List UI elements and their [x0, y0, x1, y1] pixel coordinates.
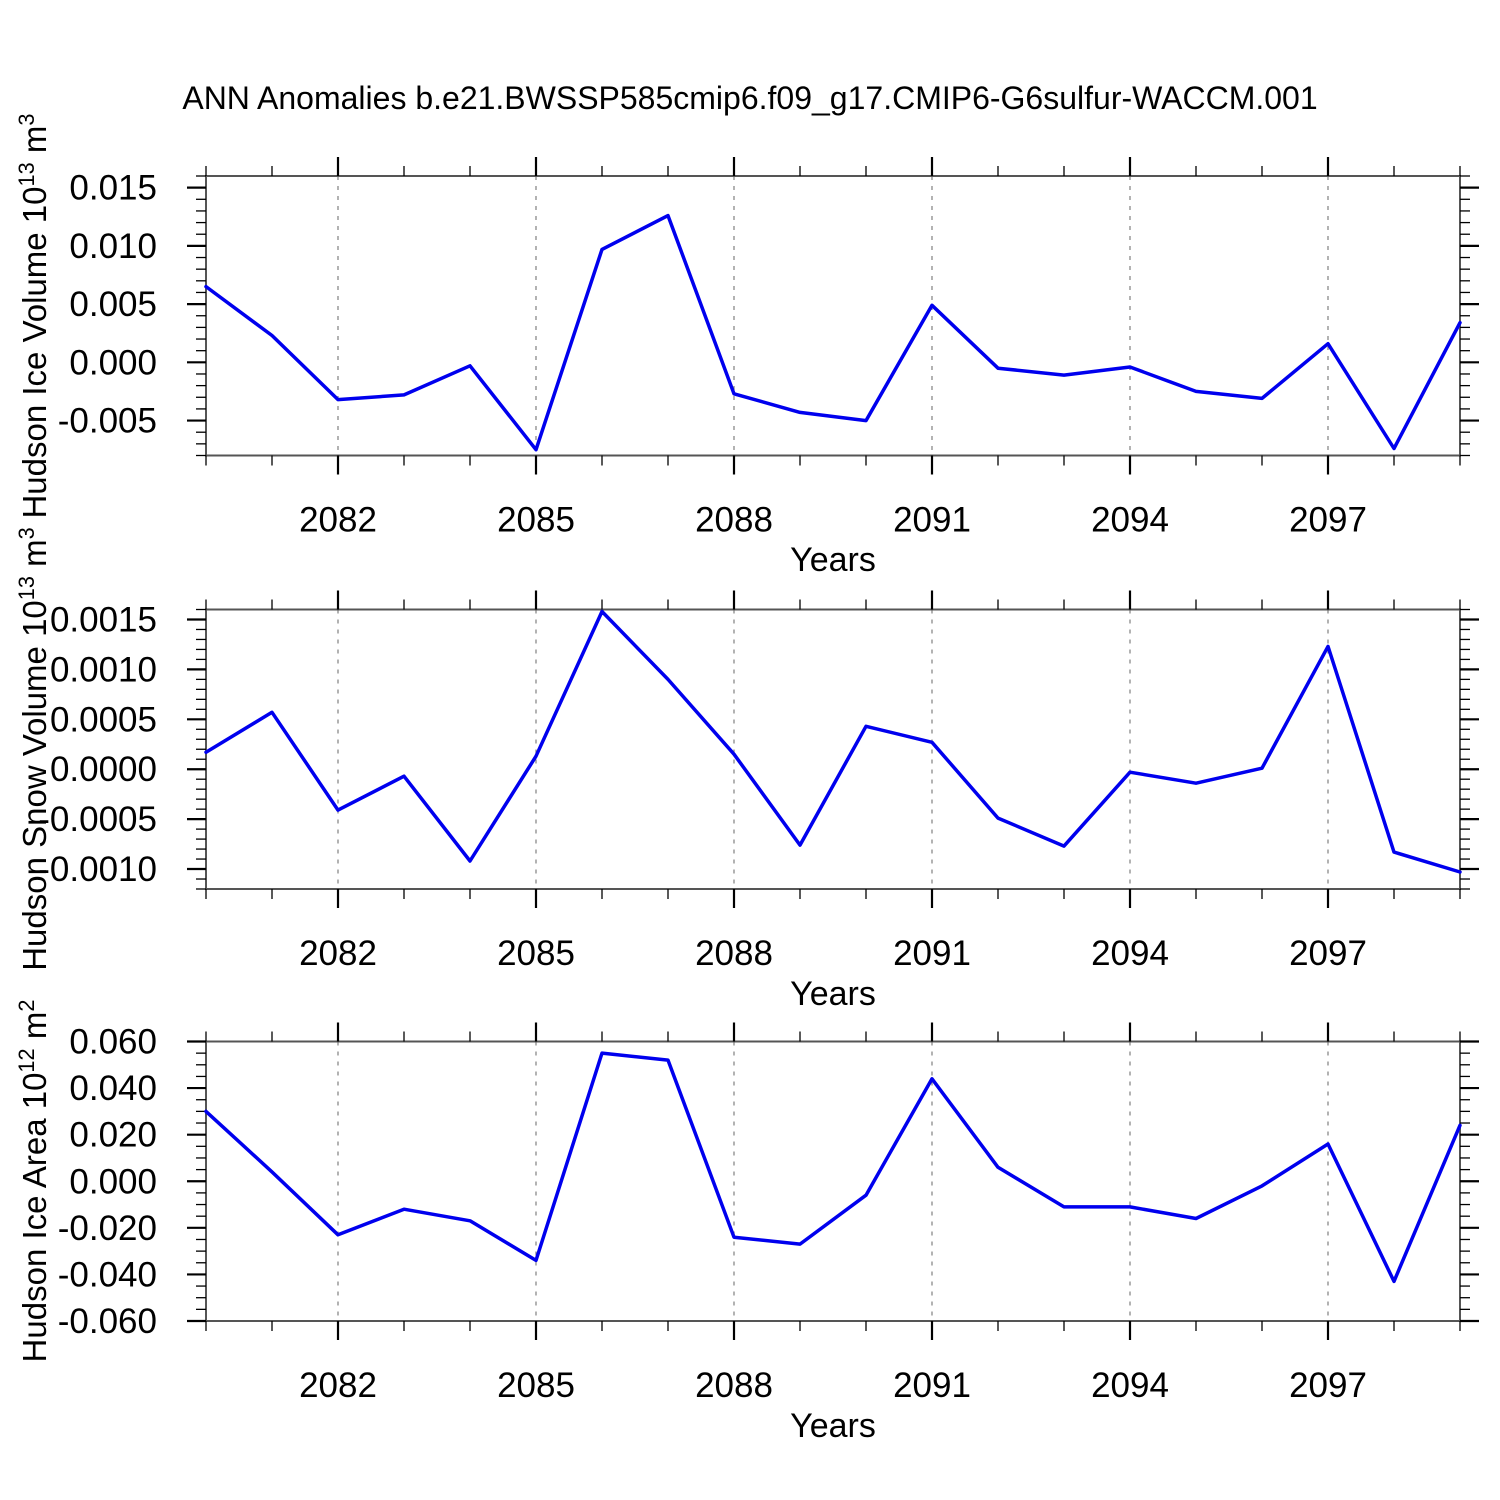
x-tick-label-2094: 2094: [1091, 501, 1169, 540]
x-tick-label-2082: 2082: [299, 934, 377, 973]
x-tick-label-2085: 2085: [497, 501, 575, 540]
y-tick-label: 0.000: [69, 343, 157, 382]
x-tick-label-2085: 2085: [497, 1366, 575, 1405]
x-tick-label-2091: 2091: [893, 1366, 971, 1405]
y-tick-label: 0.0015: [50, 600, 157, 639]
x-tick-label-2097: 2097: [1289, 1366, 1367, 1405]
x-tick-label-2091: 2091: [893, 934, 971, 973]
y-tick-label: 0.005: [69, 285, 157, 324]
y-tick-label: 0.060: [69, 1023, 157, 1062]
y-tick-label: -0.060: [58, 1302, 157, 1341]
y-tick-label: -0.020: [58, 1209, 157, 1248]
chart-1: -0.005 0.000 0.005 0.010 0.015 2082 2085 2088 20…: [58, 157, 1479, 540]
y-tick-label: -0.0010: [38, 850, 157, 889]
chart-2: -0.0010 -0.0005 0.0000 0.0005 0.0010 0.0015 20…: [38, 590, 1479, 973]
y-tick-label: 0.0005: [50, 700, 157, 739]
x-tick-label-2088: 2088: [695, 501, 773, 540]
x-tick-label-2082: 2082: [299, 1366, 377, 1405]
y-tick-label: -0.040: [58, 1255, 157, 1294]
x-tick-label-2088: 2088: [695, 934, 773, 973]
x-tick-label-2082: 2082: [299, 501, 377, 540]
x-axis-title-years-1: Years: [790, 541, 876, 579]
x-tick-label-2088: 2088: [695, 1366, 773, 1405]
y-tick-label: 0.0010: [50, 650, 157, 689]
data-line: [204, 609, 1462, 874]
x-axis-title-years-3: Years: [790, 1407, 876, 1445]
y-axis-title-ice-area: Hudson Ice Area 1012 m2: [14, 999, 53, 1363]
y-tick-label: -0.005: [58, 402, 157, 441]
y-tick-label: -0.0005: [38, 800, 157, 839]
data-line: [204, 1051, 1462, 1284]
y-tick-label: 0.020: [69, 1116, 157, 1155]
x-tick-label-2094: 2094: [1091, 1366, 1169, 1405]
x-tick-label-2094: 2094: [1091, 934, 1169, 973]
x-tick-label-2097: 2097: [1289, 501, 1367, 540]
chart-3: -0.060 -0.040 -0.020 0.000 0.020 0.040 0.060 20…: [58, 1022, 1479, 1405]
y-tick-label: 0.0000: [50, 750, 157, 789]
y-tick-label: 0.000: [69, 1162, 157, 1201]
figure-title: ANN Anomalies b.e21.BWSSP585cmip6.f09_g1…: [182, 80, 1318, 116]
data-line: [204, 213, 1462, 452]
x-tick-label-2091: 2091: [893, 501, 971, 540]
x-axis-title-years-2: Years: [790, 975, 876, 1013]
y-tick-label: 0.040: [69, 1069, 157, 1108]
x-tick-label-2085: 2085: [497, 934, 575, 973]
plot-box: [205, 175, 1461, 457]
y-tick-label: 0.010: [69, 227, 157, 266]
y-tick-label: 0.015: [69, 169, 157, 208]
x-tick-label-2097: 2097: [1289, 934, 1367, 973]
